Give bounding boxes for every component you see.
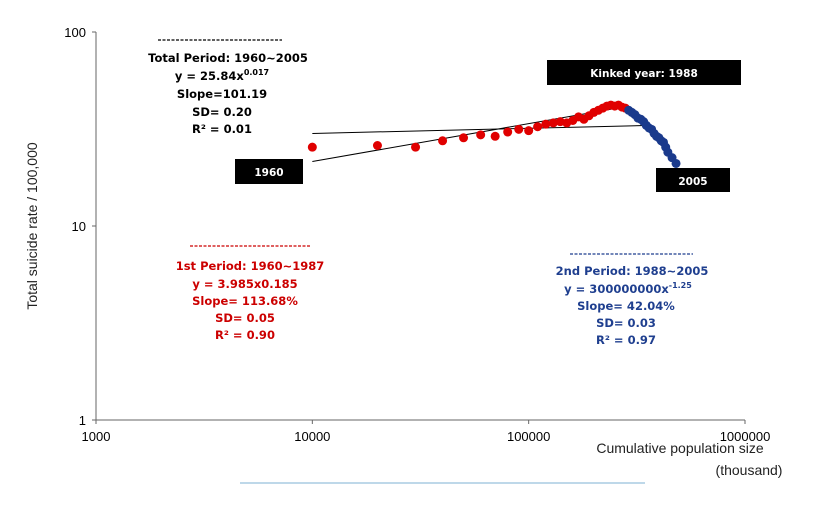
total-period-slope: Slope=101.19 — [177, 87, 267, 101]
start-year-box — [235, 159, 303, 184]
period1-annotation: 1st Period: 1960~1987 y = 3.985x0.185 Sl… — [176, 245, 325, 342]
x-axis-label: Cumulative population size — [596, 440, 764, 456]
y-tick-label: 10 — [72, 219, 86, 234]
period1-slope: Slope= 113.68% — [192, 294, 298, 308]
period1-sd: SD= 0.05 — [215, 311, 275, 325]
start-year-text: 1960 — [254, 167, 283, 179]
period2-equation: y = 300000000x-1.25 — [564, 281, 692, 296]
data-point-period1 — [411, 142, 421, 152]
period2-r2: R² = 0.97 — [596, 333, 656, 347]
x-tick-label: 100000 — [507, 429, 550, 444]
kinked-year-box — [547, 60, 741, 85]
data-points — [307, 100, 681, 168]
data-point-period1 — [490, 131, 500, 141]
data-point-period1 — [438, 136, 448, 146]
total-period-equation: y = 25.84x0.017 — [175, 68, 269, 83]
total-period-sd: SD= 0.20 — [192, 105, 252, 119]
period1-r2: R² = 0.90 — [215, 328, 275, 342]
period2-sd: SD= 0.03 — [596, 316, 656, 330]
total-period-r2: R² = 0.01 — [192, 122, 252, 136]
data-point-period1 — [533, 122, 543, 132]
end-year-text: 2005 — [678, 176, 707, 188]
y-tick-label: 1 — [79, 413, 86, 428]
kinked-year-text: Kinked year: 1988 — [590, 68, 698, 80]
x-axis-label-unit: (thousand) — [716, 462, 783, 478]
x-tick-label: 10000 — [294, 429, 330, 444]
x-tick-label: 1000000 — [720, 429, 771, 444]
y-axis-label: Total suicide rate / 100,000 — [24, 142, 40, 310]
period2-slope: Slope= 42.04% — [577, 299, 675, 313]
data-point-period1 — [548, 118, 558, 128]
data-point-period1 — [503, 127, 513, 137]
x-tick-label: 1000 — [82, 429, 111, 444]
total-period-annotation: Total Period: 1960~2005 y = 25.84x0.017 … — [148, 39, 308, 136]
start-year-label: 1960 — [235, 159, 303, 184]
data-point-period1 — [459, 133, 469, 143]
period2-annotation: 2nd Period: 1988~2005 y = 300000000x-1.2… — [556, 253, 709, 347]
data-point-period1 — [541, 119, 551, 129]
period1-title: 1st Period: 1960~1987 — [176, 259, 325, 273]
y-tick-label: 100 — [64, 25, 86, 40]
data-point-period1 — [514, 124, 524, 134]
fit-line-total — [312, 124, 652, 134]
period2-title: 2nd Period: 1988~2005 — [556, 264, 709, 278]
y-ticks: 1 10 100 — [64, 25, 96, 428]
end-year-label: 2005 — [656, 168, 730, 192]
period1-equation: y = 3.985x0.185 — [192, 277, 297, 291]
end-year-box — [656, 168, 730, 192]
data-point-period1 — [476, 130, 486, 140]
kinked-year-label: Kinked year: 1988 — [547, 60, 741, 85]
data-point-period1 — [524, 126, 534, 136]
data-point-period1 — [372, 140, 382, 150]
total-period-title: Total Period: 1960~2005 — [148, 51, 308, 65]
data-point-period2 — [671, 158, 681, 168]
data-point-period1 — [307, 142, 317, 152]
x-ticks: 1000 10000 100000 1000000 — [82, 420, 771, 444]
